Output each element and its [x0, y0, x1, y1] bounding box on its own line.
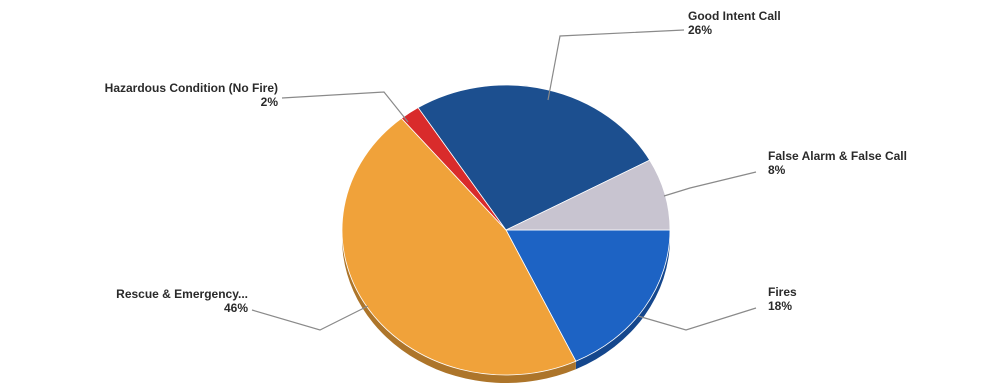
leader-line-false-alarm-false-call — [663, 171, 757, 197]
slice-label-layer: Fires 18% Rescue & Emergency... 46% Hazardou… — [105, 9, 907, 315]
pie-slice-good-intent-call — [417, 84, 651, 231]
slice-label-rescue-emergency: Rescue & Emergency... 46% — [116, 287, 248, 315]
slice-label-false-alarm-false-call: False Alarm & False Call 8% — [768, 149, 907, 177]
leader-line-good-intent-call — [547, 29, 685, 101]
pie-slice-rescue-emergency — [341, 117, 577, 376]
pie-depth-layer — [342, 230, 670, 383]
leader-line-layer — [251, 29, 757, 331]
slice-label-name: False Alarm & False Call — [768, 149, 907, 163]
slice-label-name: Good Intent Call — [688, 9, 781, 23]
slice-label-name: Rescue & Emergency... — [116, 287, 248, 301]
slice-label-fires: Fires 18% — [768, 285, 797, 313]
leader-line-rescue-emergency — [251, 305, 369, 331]
pie-slice-side-fires — [575, 230, 670, 370]
leader-line-hazardous-condition-no-fire — [281, 91, 409, 123]
slice-label-hazardous-condition-no-fire: Hazardous Condition (No Fire) 2% — [105, 81, 279, 109]
leader-line-fires — [637, 307, 757, 331]
slice-label-percent: 26% — [688, 23, 712, 37]
slice-label-name: Fires — [768, 285, 797, 299]
pie-slice-false-alarm-false-call — [505, 159, 671, 231]
pie-slice-layer — [341, 84, 671, 376]
slice-label-name: Hazardous Condition (No Fire) — [105, 81, 278, 95]
slice-label-percent: 18% — [768, 299, 792, 313]
pie-slice-side-rescue-emergency — [342, 230, 576, 383]
slice-label-good-intent-call: Good Intent Call 26% — [688, 9, 781, 37]
slice-label-percent: 2% — [261, 95, 279, 109]
slice-label-percent: 46% — [224, 301, 248, 315]
pie-slice-fires — [505, 229, 671, 362]
slice-label-percent: 8% — [768, 163, 786, 177]
